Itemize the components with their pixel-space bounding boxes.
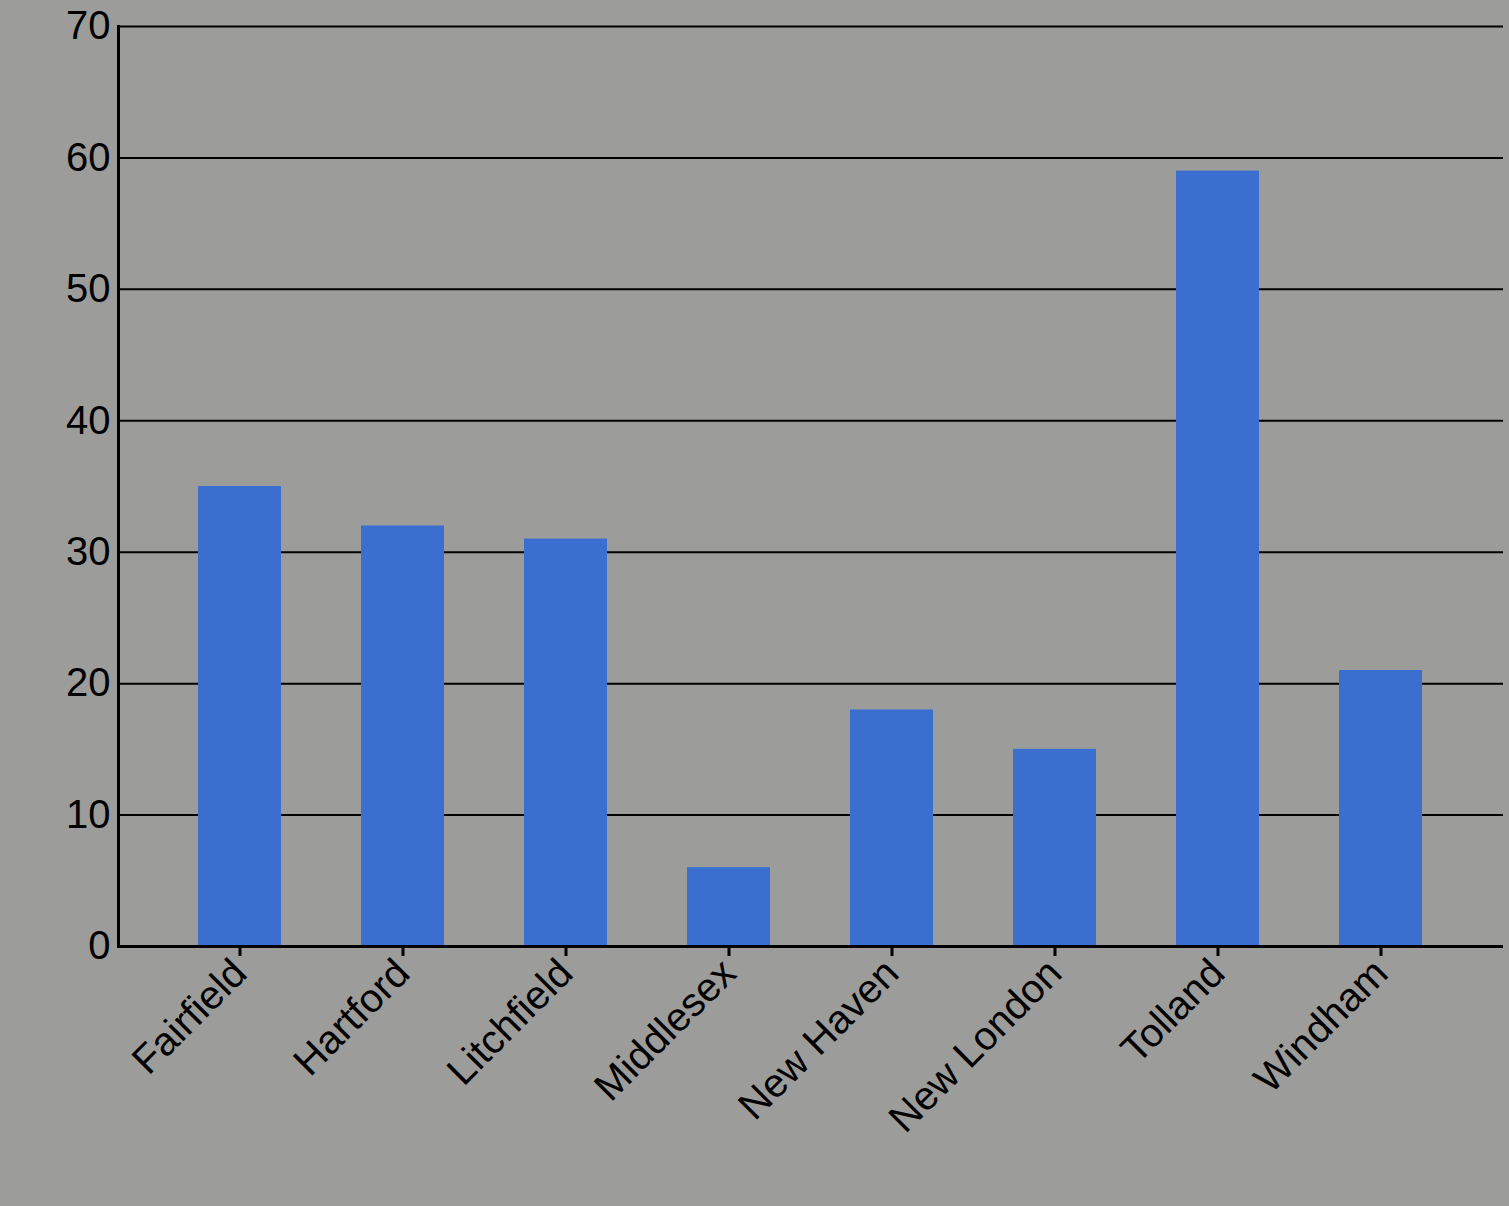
svg-text:0: 0 [88, 923, 110, 967]
svg-text:Hartford: Hartford [284, 950, 417, 1083]
svg-text:70: 70 [66, 3, 111, 47]
svg-text:Middlesex: Middlesex [585, 950, 743, 1108]
svg-text:60: 60 [66, 135, 111, 179]
svg-text:Tolland: Tolland [1112, 950, 1233, 1071]
svg-text:New Haven: New Haven [729, 950, 906, 1127]
svg-text:10: 10 [66, 792, 111, 836]
svg-text:Fairfield: Fairfield [123, 950, 255, 1082]
svg-text:30: 30 [66, 529, 111, 573]
svg-text:Windham: Windham [1245, 950, 1396, 1101]
svg-text:20: 20 [66, 660, 111, 704]
svg-text:40: 40 [66, 398, 111, 442]
svg-text:Litchfield: Litchfield [438, 950, 581, 1093]
svg-text:50: 50 [66, 266, 111, 310]
svg-text:New London: New London [880, 950, 1070, 1140]
